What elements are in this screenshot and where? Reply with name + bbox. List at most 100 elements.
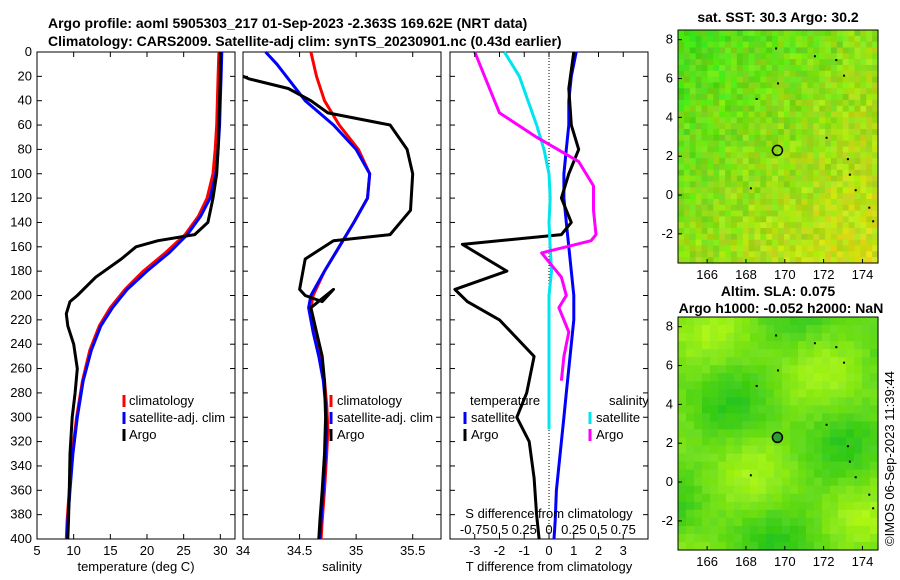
heatmap-cell [683, 228, 691, 235]
heatmap-cell [872, 187, 879, 194]
heatmap-cell [772, 222, 779, 229]
heatmap-cell [866, 216, 873, 223]
heatmap-cell [789, 257, 797, 264]
lat-tick-label: -2 [661, 226, 673, 241]
heatmap-cell [718, 517, 727, 527]
heatmap-cell [813, 41, 820, 49]
heatmap-cell [798, 405, 807, 415]
heatmap-cell [686, 357, 695, 366]
heatmap-cell [860, 76, 867, 84]
heatmap-cell [678, 163, 685, 171]
heatmap-cell [695, 257, 703, 264]
heatmap-cell [830, 239, 838, 247]
heatmap-cell [678, 70, 685, 78]
heatmap-cell [678, 134, 685, 142]
salinity-frame [242, 51, 442, 540]
heatmap-cell [718, 453, 727, 463]
heatmap-cell [695, 76, 703, 84]
heatmap-cell [860, 47, 867, 54]
heatmap-cell [825, 181, 832, 188]
heatmap-cell [719, 70, 726, 78]
heatmap-cell [689, 88, 697, 95]
heatmap-cell [760, 222, 767, 229]
heatmap-cell [678, 210, 685, 217]
heatmap-cell [842, 158, 850, 165]
heatmap-cell [748, 158, 756, 165]
heatmap-cell [819, 99, 826, 107]
series-line-0 [309, 51, 372, 540]
heatmap-cell [754, 30, 761, 37]
heatmap-cell [807, 251, 814, 258]
heatmap-cell [742, 35, 750, 43]
heatmap-cell [801, 146, 809, 153]
heatmap-cell [742, 239, 750, 247]
heatmap-cell [801, 181, 809, 188]
heatmap-cell [836, 152, 844, 159]
heatmap-cell [686, 517, 695, 527]
heatmap-cell [801, 123, 809, 130]
heatmap-cell [783, 140, 791, 148]
heatmap-cell [766, 193, 773, 200]
heatmap-cell [846, 357, 855, 366]
series-line-1 [264, 50, 372, 540]
heatmap-cell [801, 59, 809, 66]
heatmap-cell [870, 357, 879, 366]
heatmap-cell [813, 53, 820, 60]
heatmap-cell [830, 453, 839, 463]
heatmap-cell [766, 257, 773, 264]
heatmap-cell [742, 533, 751, 543]
diff-series-line-3 [473, 51, 598, 381]
heatmap-cell [842, 233, 850, 241]
depth-tick-label: 80 [18, 141, 32, 156]
island-mark [825, 136, 828, 139]
heatmap-cell [783, 210, 791, 217]
heatmap-cell [798, 365, 807, 374]
heatmap-cell [783, 257, 791, 264]
heatmap-cell [772, 47, 779, 54]
heatmap-cell [790, 389, 799, 398]
heatmap-cell [678, 140, 685, 148]
heatmap-cell [822, 413, 831, 423]
heatmap-cell [766, 533, 775, 543]
heatmap-cell [694, 493, 703, 503]
heatmap-cell [870, 437, 879, 447]
heatmap-cell [701, 35, 709, 43]
heatmap-cell [726, 349, 735, 358]
lat-tick-label: 6 [666, 358, 673, 373]
heatmap-cell [760, 94, 767, 101]
heatmap-cell [760, 204, 767, 212]
heatmap-cell [807, 99, 814, 107]
heatmap-cell [825, 117, 832, 124]
heatmap-cell [862, 501, 871, 511]
island-mark [854, 189, 857, 192]
heatmap-cell [822, 397, 831, 406]
heatmap-cell [719, 198, 726, 206]
heatmap-cell [846, 397, 855, 406]
heatmap-cell [734, 453, 743, 463]
heatmap-cell [836, 129, 844, 136]
heatmap-cell [726, 525, 735, 535]
heatmap-cell [766, 47, 773, 54]
heatmap-cell [860, 210, 867, 217]
heatmap-cell [695, 30, 703, 37]
heatmap-cell [848, 163, 856, 171]
heatmap-cell [686, 389, 695, 398]
heatmap-cell [683, 251, 691, 258]
heatmap-cell [695, 210, 703, 217]
heatmap-cell [694, 333, 703, 342]
heatmap-cell [701, 111, 709, 118]
heatmap-cell [813, 233, 820, 241]
heatmap-cell [870, 333, 879, 342]
heatmap-cell [713, 169, 720, 177]
heatmap-cell [683, 152, 691, 159]
heatmap-cell [754, 163, 761, 171]
heatmap-cell [825, 193, 832, 200]
heatmap-cell [866, 117, 873, 124]
heatmap-cell [814, 525, 823, 535]
heatmap-cell [838, 397, 847, 406]
heatmap-cell [854, 181, 861, 188]
heatmap-cell [686, 421, 695, 431]
heatmap-cell [872, 257, 879, 264]
heatmap-cell [825, 53, 832, 60]
heatmap-cell [772, 76, 779, 84]
